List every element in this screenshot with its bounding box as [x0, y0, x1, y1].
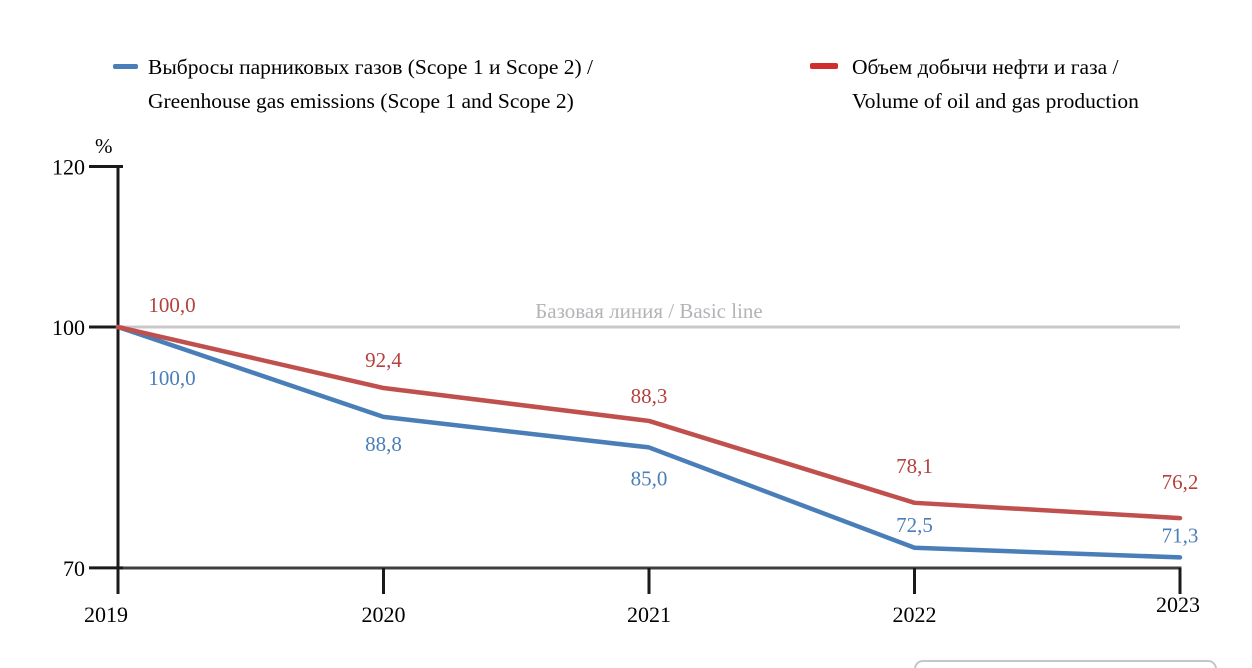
- legend-emissions-label-en: Greenhouse gas emissions (Scope 1 and Sc…: [148, 88, 574, 113]
- series-line-production: [115, 324, 1183, 521]
- production-data-label: 92,4: [365, 348, 402, 372]
- production-data-label: 76,2: [1162, 470, 1199, 494]
- emissions-data-label: 88,8: [365, 432, 402, 456]
- emissions-series-swatch-icon: [113, 64, 138, 69]
- emissions-data-label: 72,5: [896, 513, 933, 537]
- production-data-label: 78,1: [896, 454, 933, 478]
- y-tick-label: 100: [52, 315, 85, 340]
- emissions-data-label: 85,0: [631, 466, 668, 490]
- production-data-label: 100,0: [148, 293, 195, 317]
- legend-production-label: Объем добычи нефти и газа / Volume of oi…: [852, 51, 1139, 118]
- emissions-data-label: 71,3: [1162, 523, 1199, 547]
- legend-emissions-label-ru: Выбросы парниковых газов (Scope 1 и Scop…: [148, 55, 594, 79]
- x-tick-label: 2020: [362, 602, 406, 627]
- legend-production-label-en: Volume of oil and gas production: [852, 88, 1139, 113]
- legend-production-label-ru: Объем добычи нефти и газа /: [852, 55, 1119, 79]
- x-tick-label: 2019: [84, 602, 128, 627]
- y-tick-label: 70: [63, 556, 85, 581]
- production-series-swatch-icon: [810, 63, 838, 69]
- x-tick-label: 2021: [627, 602, 671, 627]
- x-tick-label: 2023: [1156, 592, 1200, 617]
- emissions-data-label: 100,0: [148, 366, 195, 390]
- bottom-right-panel[interactable]: [914, 660, 1217, 668]
- series-line-emissions: [115, 324, 1183, 560]
- production-data-label: 88,3: [631, 384, 668, 408]
- x-tick-label: 2022: [893, 602, 937, 627]
- y-tick-label: 120: [52, 154, 85, 179]
- baseline-label: Базовая линия / Basic line: [535, 299, 763, 323]
- unit-label: %: [95, 134, 113, 158]
- legend-emissions-label: Выбросы парниковых газов (Scope 1 и Scop…: [148, 51, 593, 118]
- legend-item-production: Объем добычи нефти и газа / Volume of oi…: [810, 51, 1139, 118]
- legend-item-emissions: Выбросы парниковых газов (Scope 1 и Scop…: [113, 51, 593, 118]
